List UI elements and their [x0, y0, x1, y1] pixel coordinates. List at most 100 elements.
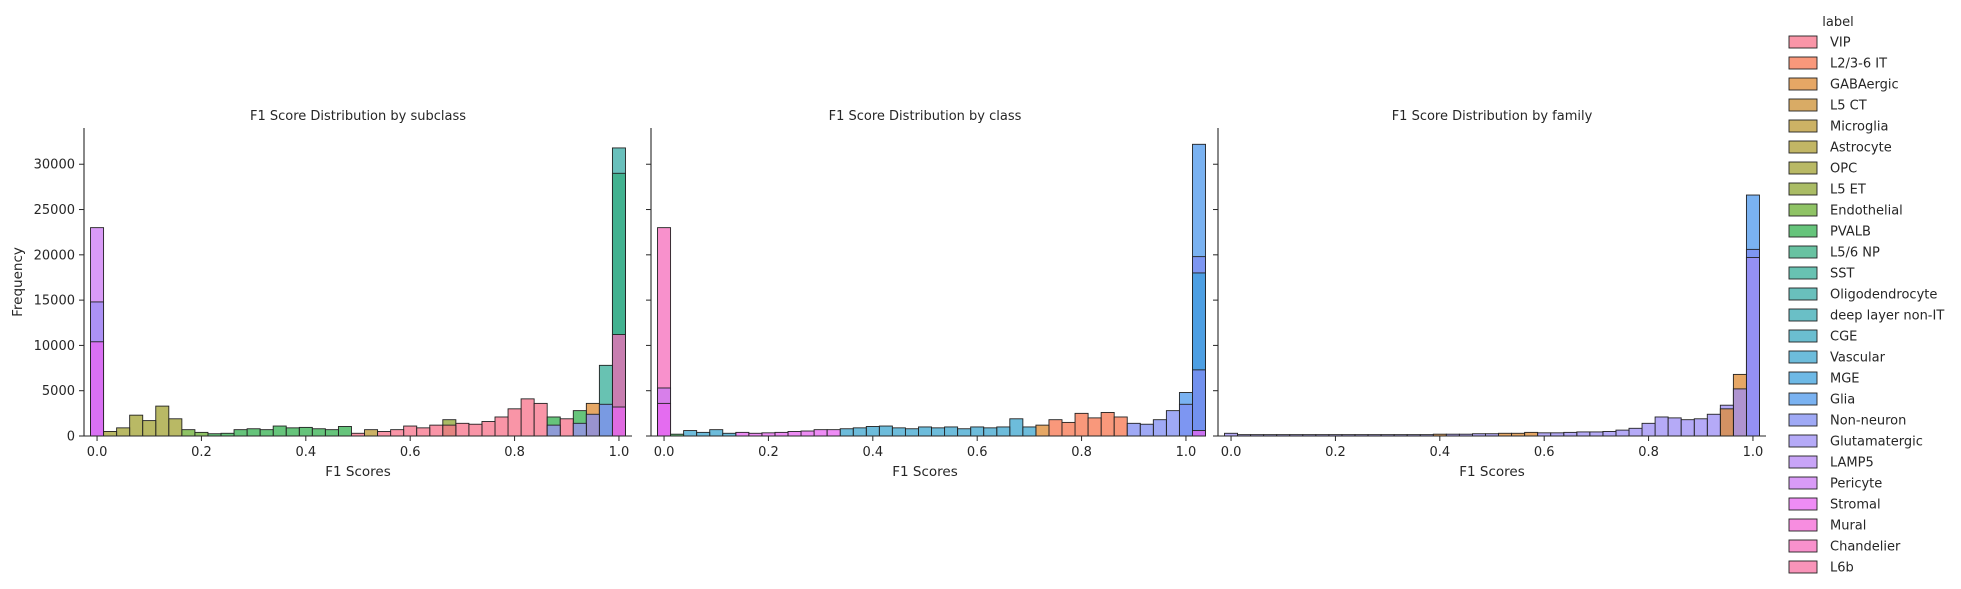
histogram-bar [1074, 412, 1089, 437]
histogram-bar [970, 426, 985, 437]
bars [657, 143, 1206, 437]
x-tick-label: 0.4 [1429, 445, 1450, 460]
histogram-bar [1022, 426, 1037, 437]
legend-swatch [1788, 455, 1818, 469]
histogram-bar [142, 420, 157, 437]
histogram-bar [878, 425, 893, 437]
histogram-bar [181, 429, 196, 437]
legend-label: L6b [1830, 561, 1854, 576]
histogram-bar [585, 413, 600, 437]
bars [1224, 194, 1760, 437]
histogram-bar [272, 425, 287, 437]
legend-label: Non-neuron [1830, 414, 1906, 429]
histogram-bar [1192, 430, 1206, 437]
histogram-bar [1152, 419, 1167, 437]
y-tick-label: 30000 [34, 158, 75, 173]
x-tick-label: 0.8 [1071, 445, 1092, 460]
panels: F1 Score Distribution by subclass 0.0 0.2 0… [10, 109, 1766, 480]
histogram-bar [1061, 421, 1076, 437]
panel-1: F1 Score Distribution by subclass 0.0 0.2 0… [10, 109, 632, 480]
legend-item: OPC [1788, 162, 1857, 177]
histogram-bar [1165, 410, 1180, 437]
histogram-bar [520, 398, 535, 437]
legend-item: L5/6 NP [1788, 246, 1880, 261]
x-axis-label: F1 Scores [892, 464, 958, 480]
histogram-bar [1641, 422, 1656, 437]
histogram-bar [1680, 419, 1695, 437]
panel-title: F1 Score Distribution by class [829, 109, 1022, 124]
legend-swatch [1788, 287, 1818, 301]
legend-label: GABAergic [1830, 78, 1899, 93]
histogram-bar [865, 426, 880, 437]
legend-item: CGE [1788, 330, 1857, 345]
legend-label: Microglia [1830, 120, 1888, 135]
y-tick-label: 15000 [34, 294, 75, 309]
legend-label: Mural [1830, 519, 1866, 534]
legend: label VIP L2/3-6 IT GABAergic L5 CT Microglia… [1788, 15, 1944, 576]
legend-label: Glutamatergic [1830, 435, 1923, 450]
y-tick-label: 10000 [34, 339, 75, 354]
legend-item: SST [1788, 267, 1855, 282]
y-tick-label: 5000 [42, 384, 75, 399]
legend-item: GABAergic [1788, 77, 1899, 93]
legend-item: Pericyte [1788, 477, 1882, 492]
panel-2: F1 Score Distribution by class 0.0 0.2 0.4 0… [646, 109, 1206, 480]
histogram-bar [103, 431, 118, 437]
histogram-bar [1139, 423, 1154, 437]
histogram-bar [298, 426, 313, 437]
histogram-bar [839, 428, 854, 437]
histogram-bar [1126, 422, 1141, 437]
histogram-bar [1732, 388, 1747, 437]
histogram-bar [390, 429, 405, 437]
x-tick-label: 0.0 [1221, 445, 1242, 460]
legend-label: Astrocyte [1830, 141, 1892, 156]
histogram-bar [311, 428, 326, 437]
x-tick-label: 0.8 [1638, 445, 1659, 460]
legend-swatch [1788, 203, 1818, 217]
histogram-bar [1615, 429, 1630, 437]
legend-swatch [1788, 182, 1818, 196]
y-tick-label: 0 [67, 430, 75, 445]
panel-title: F1 Score Distribution by family [1392, 109, 1593, 124]
histogram-bar [852, 427, 867, 437]
legend-label: Chandelier [1830, 540, 1901, 555]
histogram-bar [416, 427, 431, 437]
legend-item: Non-neuron [1788, 414, 1906, 429]
legend-label: L5/6 NP [1830, 246, 1880, 261]
histogram-bar [1178, 403, 1193, 437]
histogram-bar [1576, 431, 1591, 437]
histogram-bar [1100, 411, 1115, 437]
histogram-bar [429, 424, 444, 437]
x-tick-label: 0.8 [504, 445, 525, 460]
legend-swatch [1788, 77, 1818, 91]
histogram-bar [1706, 413, 1721, 437]
legend-item: Astrocyte [1788, 141, 1892, 156]
histogram-bar [983, 427, 998, 437]
legend-swatch [1788, 350, 1818, 364]
histogram-bar [116, 427, 131, 437]
legend-item: L6b [1788, 561, 1854, 576]
legend-label: L2/3-6 IT [1830, 57, 1887, 72]
legend-label: Oligodendrocyte [1830, 288, 1937, 303]
histogram-bar [1654, 416, 1669, 437]
legend-item: deep layer non-IT [1788, 309, 1944, 324]
legend-item: MGE [1788, 372, 1860, 387]
histogram-bar [259, 429, 274, 437]
histogram-bar [800, 430, 815, 437]
histogram-bar [533, 402, 548, 437]
histogram-bar [481, 421, 496, 437]
histogram-bar [233, 429, 248, 437]
histogram-bar [944, 426, 959, 437]
histogram-bar [1113, 416, 1128, 437]
histogram-bar [611, 406, 626, 437]
histogram-bar [364, 429, 379, 437]
histogram-bar [494, 416, 509, 437]
histogram-bar [1087, 417, 1102, 437]
legend-swatch [1788, 497, 1818, 511]
histogram-bar [957, 428, 972, 437]
histogram-bar [1009, 418, 1024, 437]
legend-swatch [1788, 518, 1818, 532]
legend-item: L5 ET [1788, 182, 1866, 198]
legend-label: OPC [1830, 162, 1857, 177]
